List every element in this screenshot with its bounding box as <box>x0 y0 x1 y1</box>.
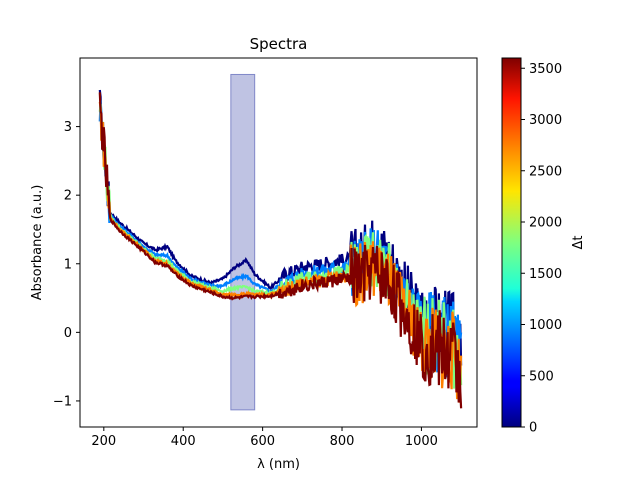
x-tick-label: 800 <box>330 434 355 449</box>
colorbar-tick-label: 2500 <box>529 164 562 179</box>
plot-frame <box>79 57 478 428</box>
spectra-series-layer <box>98 89 463 409</box>
x-tick-label: 600 <box>250 434 275 449</box>
colorbar <box>501 57 522 428</box>
x-axis-label: λ (nm) <box>257 457 300 472</box>
y-axis-ticks: −1 0 1 2 3 <box>53 120 80 409</box>
chart-title: Spectra <box>250 35 308 53</box>
colorbar-tick-label: 1000 <box>529 318 562 333</box>
series-line <box>98 103 463 389</box>
series-line <box>98 89 463 395</box>
colorbar-ticks: 0 500 1000 1500 2000 2500 3000 3500 <box>521 62 562 436</box>
y-tick-label: −1 <box>53 394 72 409</box>
colorbar-tick-label: 3000 <box>529 113 562 128</box>
y-tick-label: 1 <box>64 257 72 272</box>
x-tick-label: 200 <box>91 434 116 449</box>
x-tick-label: 1000 <box>405 434 438 449</box>
y-tick-label: 3 <box>64 120 72 135</box>
colorbar-tick-label: 500 <box>529 369 554 384</box>
x-tick-label: 400 <box>171 434 196 449</box>
colorbar-tick-label: 3500 <box>529 62 562 77</box>
y-axis-label: Absorbance (a.u.) <box>30 185 45 301</box>
x-axis-ticks: 200 400 600 800 1000 <box>91 427 438 449</box>
colorbar-tick-label: 1500 <box>529 267 562 282</box>
y-tick-label: 0 <box>64 326 72 341</box>
highlight-band <box>230 73 256 411</box>
series-line <box>98 100 463 378</box>
colorbar-tick-label: 2000 <box>529 216 562 231</box>
y-tick-label: 2 <box>64 189 72 204</box>
colorbar-tick-label: 0 <box>529 421 537 436</box>
highlight-band-layer <box>230 73 256 411</box>
series-line <box>98 92 463 409</box>
colorbar-label: Δt <box>571 236 586 250</box>
